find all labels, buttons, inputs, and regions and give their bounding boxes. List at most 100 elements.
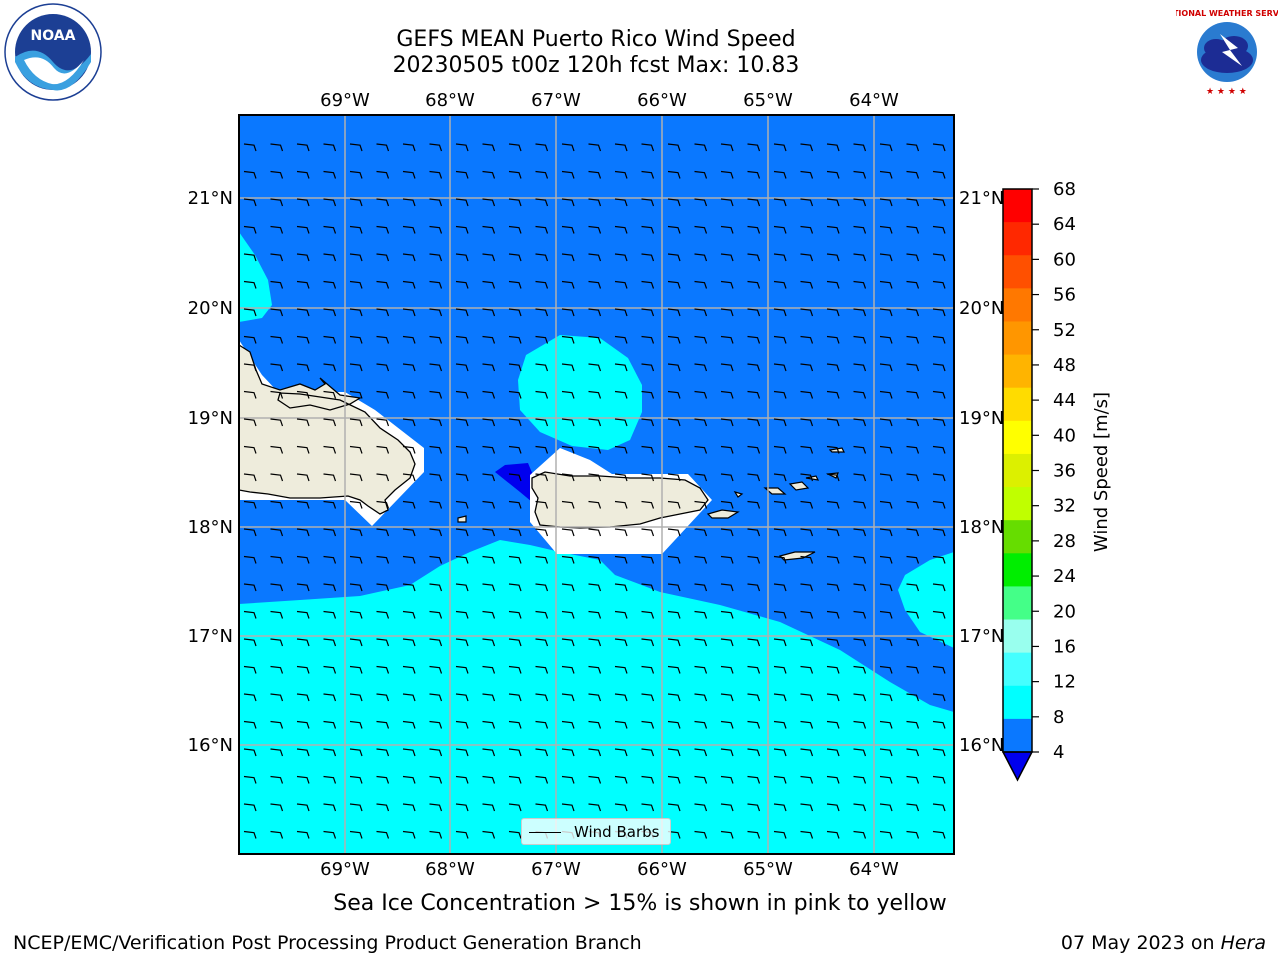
wind-barb — [482, 198, 496, 207]
wind-barb — [667, 555, 681, 564]
wind-barb — [561, 583, 575, 592]
wind-barb — [535, 803, 549, 812]
wind-barb — [588, 665, 602, 674]
wind-barb — [879, 720, 893, 729]
wind-barb — [508, 473, 522, 482]
wind-barb — [747, 610, 761, 619]
wind-barb — [455, 720, 469, 729]
wind-barb — [482, 748, 496, 757]
map-legend: Wind Barbs — [521, 818, 671, 845]
colorbar-tick-label: 36 — [1053, 461, 1076, 482]
wind-barb — [694, 830, 708, 839]
colorbar-label: Wind Speed [m/s] — [1091, 392, 1112, 552]
wind-barb — [508, 693, 522, 702]
wind-barb — [641, 665, 655, 674]
wind-barb — [667, 198, 681, 207]
wind-barb — [667, 445, 681, 454]
colorbar-segment — [1003, 321, 1032, 356]
wind-barb — [482, 308, 496, 317]
wind-barb — [773, 583, 787, 592]
wind-barb — [429, 363, 443, 372]
wind-barb — [429, 528, 443, 537]
wind-barb — [614, 500, 628, 509]
wind-barb — [455, 473, 469, 482]
colorbar: 68 64 60 56 52 48 44 40 36 32 28 24 20 16 12 8 4 — [1001, 179, 1076, 782]
footer-date-text: 07 May 2023 on — [1060, 932, 1221, 954]
wind-barb — [243, 390, 257, 399]
wind-barb — [561, 500, 575, 509]
wind-barb — [508, 143, 522, 152]
colorbar-tick-label: 32 — [1053, 496, 1076, 517]
wind-barb — [482, 555, 496, 564]
wind-barb — [323, 143, 337, 152]
wind-barb — [773, 748, 787, 757]
wind-barb — [773, 363, 787, 372]
nws-logo-text: NATIONAL WEATHER SERVICE — [1176, 9, 1278, 18]
wind-barb — [720, 363, 734, 372]
wind-barb — [243, 500, 257, 509]
colorbar-tick-label: 64 — [1053, 214, 1076, 235]
wind-barb — [641, 335, 655, 344]
wind-barb — [376, 308, 390, 317]
wind-barb — [773, 473, 787, 482]
wind-barb — [614, 638, 628, 647]
wind-barb — [455, 198, 469, 207]
lon-labels-top: 69°W 68°W 67°W 66°W 65°W 64°W — [320, 90, 899, 111]
wind-barb — [349, 335, 363, 344]
wind-barb — [403, 859, 415, 866]
colorbar-tick-label: 8 — [1053, 707, 1064, 728]
wind-barb — [561, 528, 575, 537]
lat-label: 19°N — [959, 408, 1004, 429]
wind-barb — [243, 335, 257, 344]
wind-barb — [402, 390, 416, 399]
wind-barb — [376, 638, 390, 647]
wind-barb — [853, 583, 867, 592]
wind-barb — [721, 859, 733, 866]
lat-labels-right: 21°N 20°N 19°N 18°N 17°N 16°N — [959, 188, 1004, 756]
wind-barb — [429, 253, 443, 262]
wind-barb — [402, 473, 416, 482]
wind-barb — [747, 143, 761, 152]
wind-barb — [402, 308, 416, 317]
wind-barb — [296, 170, 310, 179]
wind-barb — [932, 418, 946, 427]
wind-barb — [296, 198, 310, 207]
wind-barb — [667, 665, 681, 674]
wind-barb — [801, 859, 813, 866]
wind-barb — [270, 555, 284, 564]
wind-barb — [906, 363, 920, 372]
wind-barb — [243, 363, 257, 372]
wind-barb — [508, 665, 522, 674]
lon-label: 64°W — [849, 90, 899, 111]
wind-barb — [483, 859, 495, 866]
lon-label: 69°W — [320, 90, 370, 111]
footer-machine: Hera — [1220, 932, 1266, 954]
wind-barb — [800, 748, 814, 757]
wind-barb — [667, 390, 681, 399]
wind-barb — [879, 638, 893, 647]
wind-barb — [429, 583, 443, 592]
lat-label: 18°N — [188, 517, 233, 538]
wind-barb — [614, 170, 628, 179]
wind-barb — [826, 803, 840, 812]
wind-barb — [429, 143, 443, 152]
wind-barb — [906, 335, 920, 344]
wind-barb — [747, 473, 761, 482]
wind-barb — [879, 225, 893, 234]
wind-barb — [271, 859, 283, 866]
wind-barb — [667, 280, 681, 289]
wind-barb — [694, 445, 708, 454]
wind-barb — [588, 198, 602, 207]
wind-barb — [720, 528, 734, 537]
colorbar-segment — [1003, 619, 1032, 654]
wind-barb — [932, 335, 946, 344]
lon-label: 68°W — [425, 90, 475, 111]
wind-barb — [879, 748, 893, 757]
wind-barb — [402, 555, 416, 564]
wind-barb — [508, 445, 522, 454]
wind-barb — [376, 390, 390, 399]
wind-barb — [800, 830, 814, 839]
wind-barb — [377, 859, 389, 866]
wind-barb — [508, 308, 522, 317]
colorbar-tick-label: 20 — [1053, 601, 1076, 622]
